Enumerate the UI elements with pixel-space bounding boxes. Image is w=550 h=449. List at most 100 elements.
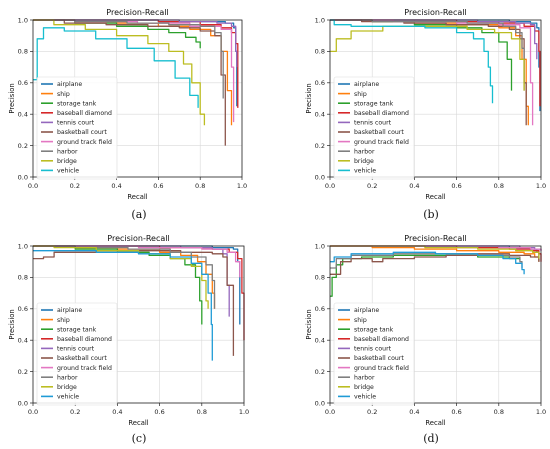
legend-box xyxy=(36,76,118,180)
y-tick-label: 0.6 xyxy=(315,305,325,313)
y-tick-label: 0.8 xyxy=(18,48,28,56)
y-tick-label: 0.2 xyxy=(315,142,325,150)
x-tick-label: 0.2 xyxy=(367,408,377,416)
legend-label: tennis court xyxy=(57,120,95,127)
x-tick-label: 0.6 xyxy=(153,182,163,190)
legend-label: ground track field xyxy=(354,139,409,146)
legend: airplane ship storage tank baseball diamond… xyxy=(36,76,118,180)
x-tick-label: 0.6 xyxy=(154,408,164,416)
chart-title: Precision-Recall xyxy=(404,8,466,17)
legend-box xyxy=(333,76,415,180)
x-tick-label: 0.2 xyxy=(70,408,80,416)
legend-label: vehicle xyxy=(57,394,79,401)
x-axis-label: Recall xyxy=(127,193,147,201)
panel-caption: (d) xyxy=(423,432,439,445)
legend-label: ship xyxy=(354,91,367,98)
x-tick-label: 0.2 xyxy=(367,182,377,190)
legend-label: storage tank xyxy=(354,100,394,107)
panel-caption: (a) xyxy=(131,208,146,221)
x-tick-label: 0.8 xyxy=(494,182,504,190)
chart-panel: 0.0 0.2 0.4 0.6 0.8 1.0 0.0 0.2 0.4 0.6 0.8 1.0 Prec… xyxy=(305,8,546,221)
legend-label: basketball court xyxy=(57,355,107,362)
axes-frame xyxy=(32,19,243,178)
legend-label: vehicle xyxy=(354,394,376,401)
x-tick-label: 0.6 xyxy=(451,408,461,416)
x-axis-label: Recall xyxy=(425,419,445,427)
axes-frame xyxy=(329,19,542,178)
y-tick-label: 1.0 xyxy=(18,242,28,250)
legend-label: ship xyxy=(57,317,70,324)
y-tick-label: 0.6 xyxy=(18,79,28,87)
x-tick-label: 0.0 xyxy=(28,182,38,190)
x-tick-label: 0.2 xyxy=(70,182,80,190)
series-line-vehicle xyxy=(33,250,213,361)
x-tick-label: 1.0 xyxy=(237,182,247,190)
y-tick-label: 1.0 xyxy=(315,242,325,250)
chart-panel: 0.0 0.2 0.4 0.6 0.8 1.0 0.0 0.2 0.4 0.6 0.8 1.0 Prec… xyxy=(8,8,247,221)
y-tick-label: 0.4 xyxy=(315,337,325,345)
x-tick-label: 0.4 xyxy=(112,408,122,416)
panel-caption: (c) xyxy=(132,432,147,445)
legend-label: baseball diamond xyxy=(354,110,409,117)
y-axis-label: Precision xyxy=(8,309,16,339)
series-line-vehicle xyxy=(33,27,199,108)
legend-label: harbor xyxy=(57,148,78,155)
panel-caption: (b) xyxy=(423,208,439,221)
x-tick-label: 0.4 xyxy=(409,182,419,190)
y-tick-label: 0.4 xyxy=(18,337,28,345)
y-tick-label: 0.0 xyxy=(18,399,28,407)
legend: airplane ship storage tank baseball diamond… xyxy=(36,302,118,406)
y-tick-label: 1.0 xyxy=(18,16,28,24)
series-line-bridge xyxy=(33,19,206,126)
y-tick-label: 0.8 xyxy=(18,274,28,282)
chart-title: Precision-Recall xyxy=(404,234,466,243)
axes-frame xyxy=(32,245,245,404)
legend-label: ground track field xyxy=(57,365,112,372)
series-line-vehicle xyxy=(330,251,525,275)
y-tick-label: 0.8 xyxy=(315,274,325,282)
legend-label: airplane xyxy=(354,307,379,314)
y-axis-label: Precision xyxy=(305,309,313,339)
series-line-harbor xyxy=(33,19,224,99)
x-axis-label: Recall xyxy=(128,419,148,427)
legend-label: bridge xyxy=(57,384,77,391)
y-tick-label: 1.0 xyxy=(315,16,325,24)
series-line-basketball-court xyxy=(330,253,540,275)
axes-frame xyxy=(329,245,542,404)
y-tick-label: 0.2 xyxy=(18,142,28,150)
legend-label: basketball court xyxy=(354,129,404,136)
chart-title: Precision-Recall xyxy=(107,234,169,243)
series-line-ship xyxy=(330,245,540,262)
legend-label: airplane xyxy=(57,81,82,88)
legend-label: airplane xyxy=(354,81,379,88)
legend-label: storage tank xyxy=(57,100,97,107)
legend-label: vehicle xyxy=(57,168,79,175)
chart-title: Precision-Recall xyxy=(106,8,168,17)
chart-panel: 0.0 0.2 0.4 0.6 0.8 1.0 0.0 0.2 0.4 0.6 0.8 1.0 Prec… xyxy=(8,234,249,445)
y-tick-label: 0.2 xyxy=(315,368,325,376)
legend: airplane ship storage tank baseball diamond… xyxy=(333,76,415,180)
legend-label: baseball diamond xyxy=(354,336,409,343)
series-line-basketball-court xyxy=(33,250,235,356)
legend-label: ground track field xyxy=(354,365,409,372)
y-tick-label: 0.0 xyxy=(18,173,28,181)
y-tick-label: 0.0 xyxy=(315,399,325,407)
x-tick-label: 0.0 xyxy=(28,408,38,416)
x-tick-label: 0.8 xyxy=(195,182,205,190)
legend-label: ship xyxy=(57,91,70,98)
legend-label: bridge xyxy=(354,158,374,165)
x-tick-label: 1.0 xyxy=(239,408,249,416)
x-tick-label: 0.4 xyxy=(111,182,121,190)
legend-label: vehicle xyxy=(354,168,376,175)
x-tick-label: 0.0 xyxy=(325,182,335,190)
legend-label: airplane xyxy=(57,307,82,314)
legend-label: tennis court xyxy=(354,346,392,353)
x-tick-label: 0.0 xyxy=(325,408,335,416)
series-line-bridge xyxy=(33,245,209,309)
legend-label: baseball diamond xyxy=(57,110,112,117)
legend-box xyxy=(36,302,118,406)
y-axis-label: Precision xyxy=(305,83,313,113)
legend-box xyxy=(333,302,415,406)
y-tick-label: 0.4 xyxy=(18,111,28,119)
